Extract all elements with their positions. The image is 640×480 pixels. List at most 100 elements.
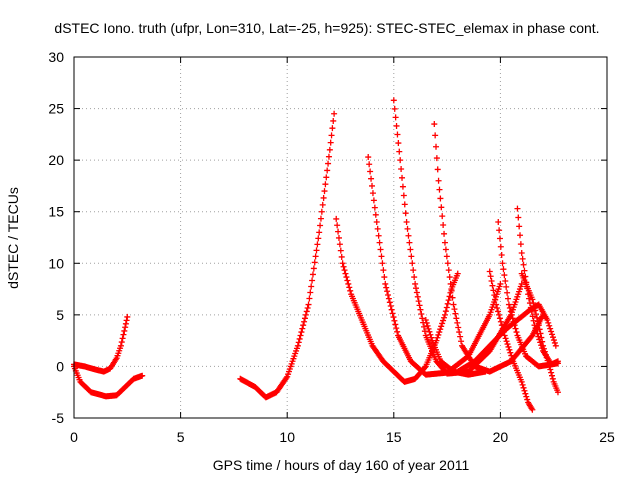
data-series bbox=[454, 301, 559, 375]
data-point bbox=[306, 295, 313, 302]
data-point bbox=[486, 268, 493, 275]
data-point bbox=[334, 222, 341, 229]
data-point bbox=[498, 322, 505, 329]
data-point bbox=[505, 295, 512, 302]
data-point bbox=[373, 219, 380, 226]
data-point bbox=[550, 337, 557, 344]
data-point bbox=[375, 232, 382, 239]
y-tick-label: 0 bbox=[56, 358, 64, 374]
data-point bbox=[308, 283, 315, 290]
data-point bbox=[498, 252, 505, 259]
data-point bbox=[423, 319, 430, 326]
data-point bbox=[323, 174, 330, 181]
y-tick-label: 10 bbox=[48, 255, 64, 271]
data-point bbox=[507, 349, 514, 356]
data-point bbox=[411, 274, 418, 281]
data-point bbox=[336, 241, 343, 248]
data-point bbox=[343, 274, 350, 281]
data-point bbox=[544, 317, 551, 324]
data-point bbox=[331, 110, 338, 117]
data-point bbox=[455, 324, 462, 331]
data-point bbox=[283, 375, 290, 382]
data-point bbox=[519, 255, 526, 262]
data-point bbox=[482, 368, 489, 375]
data-point bbox=[392, 114, 399, 121]
data-point bbox=[444, 260, 451, 267]
data-point bbox=[435, 177, 442, 184]
data-point bbox=[380, 267, 387, 274]
data-point bbox=[441, 239, 448, 246]
data-point bbox=[371, 204, 378, 211]
data-point bbox=[393, 325, 400, 332]
data-point bbox=[341, 267, 348, 274]
data-point bbox=[491, 292, 498, 299]
data-point bbox=[549, 331, 556, 338]
data-point bbox=[495, 219, 502, 226]
y-tick-label: 5 bbox=[56, 307, 64, 323]
data-point bbox=[427, 331, 434, 338]
data-point bbox=[546, 363, 553, 370]
data-point bbox=[507, 308, 514, 315]
data-point bbox=[428, 334, 435, 341]
data-point bbox=[517, 241, 524, 248]
data-point bbox=[386, 299, 393, 306]
data-point bbox=[301, 315, 308, 322]
data-point bbox=[345, 280, 352, 287]
data-point bbox=[506, 346, 513, 353]
data-point bbox=[388, 306, 395, 313]
y-tick-label: 15 bbox=[48, 204, 64, 220]
data-point bbox=[492, 296, 499, 303]
data-point bbox=[422, 317, 429, 324]
data-point bbox=[333, 215, 340, 222]
data-point bbox=[445, 297, 452, 304]
data-point bbox=[437, 326, 444, 333]
data-point bbox=[447, 280, 454, 287]
data-point bbox=[335, 228, 342, 235]
data-point bbox=[489, 282, 496, 289]
data-point bbox=[442, 308, 449, 315]
data-point bbox=[317, 215, 324, 222]
data-point bbox=[496, 315, 503, 322]
data-point bbox=[339, 260, 346, 267]
data-point bbox=[122, 320, 129, 327]
data-point bbox=[305, 301, 312, 308]
data-series bbox=[71, 363, 146, 400]
data-point bbox=[329, 125, 336, 132]
data-point bbox=[535, 322, 542, 329]
data-point bbox=[390, 314, 397, 321]
data-point bbox=[403, 219, 410, 226]
data-point bbox=[385, 291, 392, 298]
data-point bbox=[521, 267, 528, 274]
data-point bbox=[494, 304, 501, 311]
data-point bbox=[545, 360, 552, 367]
axis-ticks: 0 5 10 15 20 25 -5 0 5 10 15 20 25 30 bbox=[48, 49, 615, 445]
data-point bbox=[540, 342, 547, 349]
data-point bbox=[516, 223, 523, 230]
data-point bbox=[441, 311, 448, 318]
data-point bbox=[537, 330, 544, 337]
data-point bbox=[496, 227, 503, 234]
data-point bbox=[381, 274, 388, 281]
data-point bbox=[391, 105, 398, 112]
data-point bbox=[520, 384, 527, 391]
x-tick-label: 25 bbox=[599, 429, 615, 445]
data-point bbox=[398, 165, 405, 172]
y-tick-label: 20 bbox=[48, 152, 64, 168]
data-point bbox=[337, 247, 344, 254]
x-tick-label: 20 bbox=[493, 429, 509, 445]
data-point bbox=[440, 317, 447, 324]
data-point bbox=[365, 154, 372, 161]
data-point bbox=[534, 318, 541, 325]
data-point bbox=[518, 249, 525, 256]
data-point bbox=[458, 338, 465, 345]
data-point bbox=[294, 342, 301, 349]
data-point bbox=[301, 318, 308, 325]
data-point bbox=[444, 300, 451, 307]
x-tick-label: 5 bbox=[177, 429, 185, 445]
data-point bbox=[533, 314, 540, 321]
data-series bbox=[518, 270, 561, 396]
data-point bbox=[404, 225, 411, 232]
data-point bbox=[496, 235, 503, 242]
data-point bbox=[413, 289, 420, 296]
data-point bbox=[497, 280, 504, 287]
